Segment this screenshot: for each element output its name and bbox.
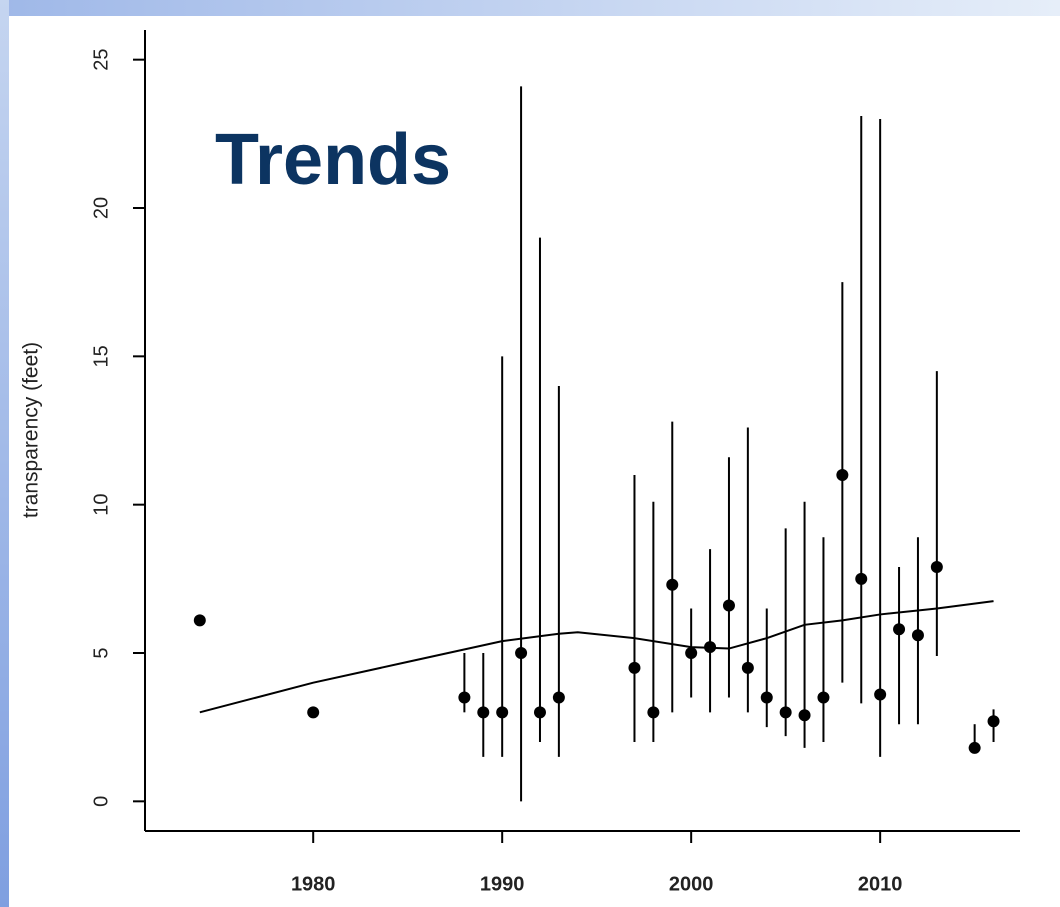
point	[458, 691, 471, 704]
y-tick-label: 20	[90, 197, 112, 219]
y-tick-label: 15	[90, 345, 112, 367]
point	[515, 647, 528, 659]
point	[760, 691, 773, 704]
point	[722, 599, 735, 612]
y-tick-label: 25	[90, 49, 112, 71]
point	[836, 469, 849, 481]
point	[628, 661, 641, 674]
point	[552, 691, 565, 704]
point	[307, 706, 320, 719]
point	[647, 706, 660, 719]
point	[798, 709, 811, 722]
point	[893, 623, 906, 636]
y-tick-label: 10	[90, 494, 112, 516]
y-tick-label: 0	[90, 796, 112, 807]
point	[817, 691, 830, 704]
point	[930, 560, 943, 573]
top-band	[0, 0, 1060, 16]
point	[968, 741, 981, 754]
x-tick-label: 1990	[480, 873, 525, 895]
x-tick-label: 2000	[669, 873, 714, 895]
x-tick-label: 2010	[858, 873, 903, 895]
chart-title: Trends	[215, 120, 451, 200]
point	[685, 647, 698, 659]
point	[874, 688, 887, 701]
point	[533, 706, 546, 719]
point	[779, 706, 792, 719]
point	[911, 629, 924, 642]
y-axis-label: transparency (feet)	[20, 342, 43, 518]
point	[496, 706, 509, 719]
x-tick-label: 1980	[291, 873, 336, 895]
point	[704, 641, 717, 654]
y-tick-label: 5	[90, 647, 112, 658]
left-band	[0, 0, 9, 907]
point	[666, 578, 679, 591]
point	[987, 715, 1000, 728]
point	[741, 661, 754, 674]
point	[193, 614, 206, 627]
plot-background	[9, 16, 1060, 907]
point	[477, 706, 490, 719]
point	[855, 572, 868, 585]
